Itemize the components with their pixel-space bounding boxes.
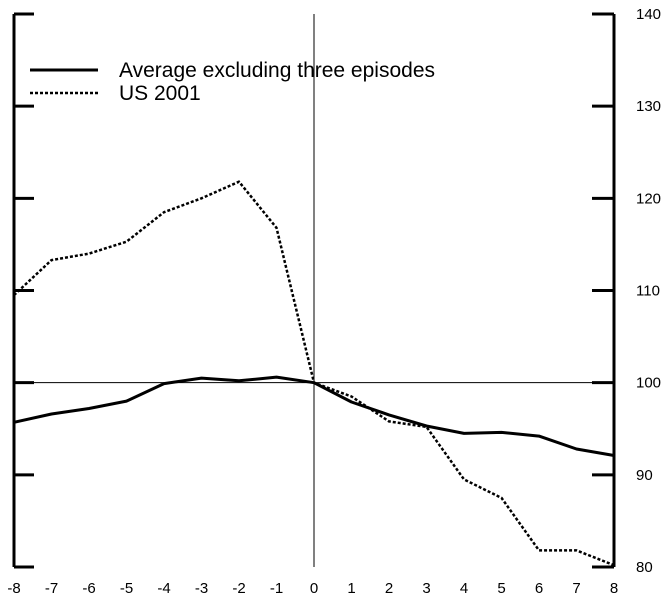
legend-label: Average excluding three episodes xyxy=(119,59,435,82)
x-tick-label: 6 xyxy=(535,580,543,597)
y-tick-label: 100 xyxy=(636,375,661,392)
y-tick-label: 110 xyxy=(636,283,660,300)
x-tick-label: 3 xyxy=(422,580,430,597)
x-tick-label: -4 xyxy=(157,580,170,597)
series-lines xyxy=(13,180,615,567)
x-tick-label: 1 xyxy=(347,580,355,597)
x-tick-label: -5 xyxy=(120,580,133,597)
x-tick-label: -8 xyxy=(7,580,20,597)
y-tick-label: 80 xyxy=(636,559,653,576)
x-tick-label: 0 xyxy=(310,580,318,597)
x-tick-label: 4 xyxy=(460,580,468,597)
x-tick-label: 2 xyxy=(385,580,393,597)
x-tick-label: -1 xyxy=(270,580,283,597)
axes: 80 90 100 110 120 130 140 -8 -7 -6 -5 -4 -3 -2 -1 0 1 2 3 4… xyxy=(7,6,661,597)
x-tick-label: 5 xyxy=(497,580,505,597)
x-tick-label: 8 xyxy=(610,580,618,597)
y-tick-label: 130 xyxy=(636,98,661,115)
x-tick-label: -3 xyxy=(195,580,208,597)
y-tick-label: 90 xyxy=(636,467,653,484)
x-tick-label: -2 xyxy=(232,580,245,597)
x-tick-label: 7 xyxy=(572,580,580,597)
series-us-2001-line xyxy=(13,180,615,567)
legend-label: US 2001 xyxy=(119,82,201,105)
y-tick-label: 140 xyxy=(636,6,661,23)
y-tick-label: 120 xyxy=(636,190,661,207)
x-tick-label: -7 xyxy=(45,580,58,597)
x-tick-label: -6 xyxy=(82,580,95,597)
